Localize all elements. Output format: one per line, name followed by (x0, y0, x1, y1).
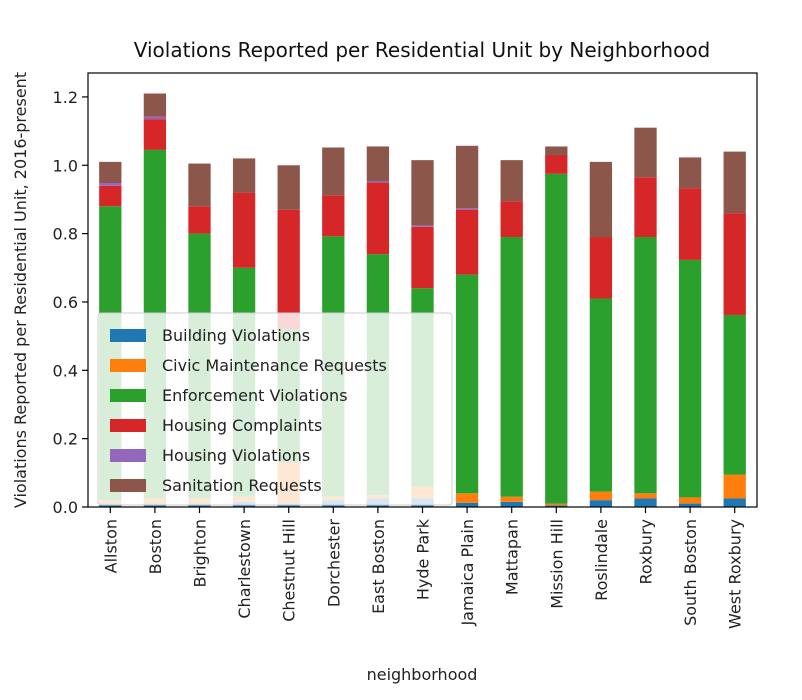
y-axis: 0.0 0.2 0.4 0.6 0.8 1.0 1.2 (53, 88, 88, 517)
bar-segment (322, 195, 345, 237)
bar-segment (589, 161, 613, 238)
x-tick-label: Roslindale (592, 519, 611, 601)
bar-segment (634, 498, 657, 507)
legend-swatch (110, 329, 146, 342)
x-tick-label: East Boston (369, 519, 388, 614)
bar-segment (678, 188, 702, 260)
bar-segment (589, 500, 613, 507)
x-tick-label: Dorchester (324, 519, 343, 608)
bar-segment (634, 127, 657, 178)
x-tick-label: Chestnut Hill (280, 519, 299, 622)
bar-segment (678, 259, 702, 498)
bar-segment (232, 192, 256, 268)
x-tick-label: Hyde Park (414, 518, 433, 600)
y-tick-label: 1.0 (53, 156, 78, 175)
y-tick-label: 0.4 (53, 361, 78, 380)
bar-segment (545, 146, 568, 156)
bar-segment (143, 116, 167, 120)
x-tick-label: Mission Hill (547, 519, 566, 609)
legend-swatch (110, 419, 146, 432)
bar-segment (366, 146, 390, 181)
bar-segment (500, 201, 523, 238)
bar-segment (232, 158, 256, 193)
legend-swatch (110, 449, 146, 462)
bar-segment (634, 177, 657, 238)
bar-segment (455, 208, 479, 210)
y-tick-label: 1.2 (53, 88, 78, 107)
bar-segment (500, 501, 523, 507)
x-tick-label: Mattapan (503, 519, 522, 595)
bar-segment (455, 274, 479, 494)
legend-label: Housing Violations (162, 446, 310, 465)
legend-box (97, 312, 453, 506)
bar-segment (500, 160, 523, 202)
bar-segment (723, 151, 746, 214)
bar-segment (678, 157, 702, 189)
bar-segment (455, 493, 479, 503)
legend-swatch (110, 479, 146, 492)
x-axis: Allston Boston Brighton Charlestown Chestnut… (101, 507, 745, 629)
bar-segment (455, 502, 479, 507)
bar-segment (99, 183, 122, 186)
bar-segment (589, 237, 613, 299)
y-tick-label: 0.8 (53, 225, 78, 244)
x-tick-label: Allston (101, 519, 120, 573)
x-tick-label: Boston (146, 519, 165, 574)
bar-segment (589, 298, 613, 492)
legend-swatch (110, 389, 146, 402)
y-tick-label: 0.6 (53, 293, 78, 312)
legend-label: Sanitation Requests (162, 476, 322, 495)
legend-swatch (110, 359, 146, 372)
legend-label: Enforcement Violations (162, 386, 348, 405)
bar-segment (366, 180, 390, 183)
x-tick-label: Charlestown (235, 519, 254, 619)
bar-segment (723, 213, 746, 315)
bar-segment (545, 173, 568, 504)
bar-segment (545, 155, 568, 174)
bar-segment (143, 93, 167, 117)
legend: Building Violations Civic Maintenance Req… (97, 312, 453, 506)
bar-segment (277, 209, 300, 330)
y-tick-label: 0.2 (53, 430, 78, 449)
y-tick-label: 0.0 (53, 498, 78, 517)
bar-segment (411, 160, 434, 226)
x-tick-label: West Roxbury (726, 519, 745, 629)
bar-segment (545, 503, 568, 506)
bar-segment (99, 161, 122, 184)
bar-segment (188, 206, 211, 234)
bar-segment (143, 119, 167, 150)
x-tick-label: Jamaica Plain (458, 519, 477, 627)
bar-segment (322, 147, 345, 196)
y-axis-title: Violations Reported per Residential Unit… (11, 72, 30, 508)
bar-segment (277, 165, 300, 210)
bar-segment (634, 237, 657, 494)
bar-segment (678, 503, 702, 507)
bar-segment (99, 185, 122, 207)
chart-title: Violations Reported per Residential Unit… (134, 38, 711, 62)
bar-segment (411, 226, 434, 289)
bar-segment (411, 225, 434, 227)
bar-segment (723, 498, 746, 507)
bar-segment (545, 505, 568, 507)
x-tick-label: Brighton (191, 519, 210, 588)
bar-segment (634, 493, 657, 499)
legend-label: Building Violations (162, 326, 310, 345)
x-tick-label: South Boston (681, 519, 700, 626)
bar-segment (678, 497, 702, 504)
bar-segment (500, 237, 523, 497)
legend-label: Housing Complaints (162, 416, 322, 435)
bar-segment (589, 491, 613, 501)
bar-segment (723, 474, 746, 499)
bar-segment (455, 145, 479, 209)
bar-segment (188, 163, 211, 207)
x-tick-label: Roxbury (637, 519, 656, 585)
bar-segment (723, 314, 746, 475)
bar-segment (366, 182, 390, 255)
legend-label: Civic Maintenance Requests (162, 356, 387, 375)
x-axis-title: neighborhood (367, 665, 478, 684)
bar-segment (500, 496, 523, 502)
bar-segment (455, 209, 479, 275)
